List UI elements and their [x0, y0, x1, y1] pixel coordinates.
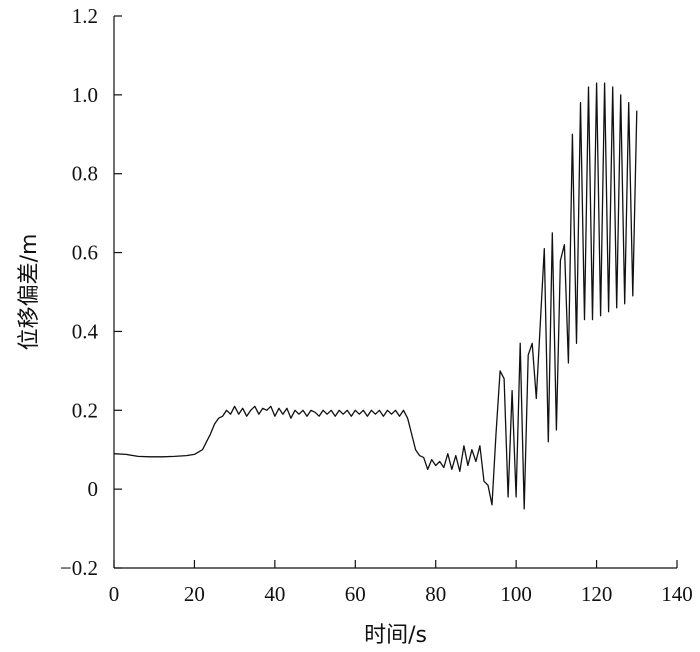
x-tick-label: 140 — [661, 582, 693, 606]
y-tick-label: −0.2 — [60, 556, 98, 580]
x-tick-label: 60 — [345, 582, 366, 606]
x-tick-label: 80 — [425, 582, 446, 606]
y-tick-label: 0.8 — [72, 162, 98, 186]
x-tick-label: 40 — [264, 582, 285, 606]
y-tick-label: 1.2 — [72, 4, 98, 28]
y-axis-title: 位移偏差/m — [17, 234, 42, 351]
y-tick-label: 0.6 — [72, 241, 98, 265]
y-tick-label: 0 — [88, 477, 99, 501]
y-axis-ticks: −0.2 0 0.2 0.4 0.6 0.8 1.0 1.2 — [60, 4, 122, 580]
x-axis-ticks: 0 20 40 60 80 100 120 140 — [109, 560, 693, 606]
x-tick-label: 120 — [581, 582, 613, 606]
axes — [113, 16, 677, 569]
y-tick-label: 0.2 — [72, 398, 98, 422]
displacement-deviation-series-line — [113, 82, 638, 510]
x-tick-label: 20 — [184, 582, 205, 606]
y-tick-label: 1.0 — [72, 83, 98, 107]
y-tick-label: 0.4 — [72, 319, 99, 343]
x-axis-title: 时间/s — [364, 623, 427, 648]
x-tick-label: 0 — [109, 582, 120, 606]
x-tick-label: 100 — [500, 582, 532, 606]
